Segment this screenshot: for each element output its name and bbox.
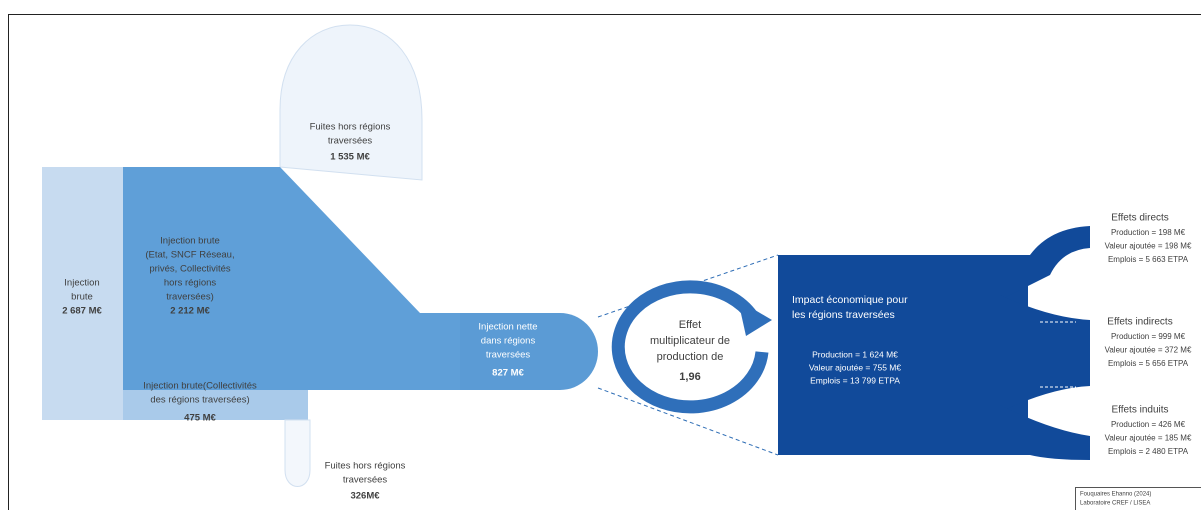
effect-line: Emplois = 5 663 ETPA [1108, 255, 1189, 264]
gross-regional-shape [123, 390, 308, 420]
impact-box [778, 255, 1028, 455]
effect-line: Emplois = 5 656 ETPA [1108, 359, 1189, 368]
leak-bottom-shape [284, 419, 311, 487]
label-line: Injection brute(Collectivités [143, 381, 257, 392]
branch-indirect [1000, 295, 1090, 412]
gross-outside-shape [123, 167, 470, 390]
label-value: 827 M€ [492, 368, 524, 379]
branch-direct [1000, 226, 1090, 300]
label-line: des régions traversées) [150, 395, 249, 406]
effect-line: Production = 426 M€ [1111, 420, 1186, 429]
branch-induced [1000, 405, 1090, 460]
label-line: dans régions [481, 336, 536, 347]
effect-title: Effets directs [1111, 213, 1169, 224]
label-line: Injection nette [478, 322, 537, 333]
impact-line: Production = 1 624 M€ [812, 349, 898, 359]
label-line: multiplicateur de [650, 335, 730, 347]
effect-line: Valeur ajoutée = 185 M€ [1105, 434, 1192, 443]
label-value: 2 212 M€ [170, 306, 210, 317]
label-line: traversées) [166, 292, 214, 303]
label-line: brute [71, 292, 93, 303]
effect-title: Effets indirects [1107, 317, 1172, 328]
impact-line: Emplois = 13 799 ETPA [810, 375, 900, 385]
effect-line: Valeur ajoutée = 372 M€ [1105, 346, 1192, 355]
label-line: traversées [486, 350, 531, 361]
impact-line: Valeur ajoutée = 755 M€ [809, 362, 901, 372]
source-line: Fouquaires Ehanno (2024) [1080, 492, 1151, 498]
label-value: 326M€ [350, 491, 380, 502]
label-value: 2 687 M€ [62, 306, 102, 317]
effect-line: Valeur ajoutée = 198 M€ [1105, 242, 1192, 251]
label-line: Fuites hors régions [310, 122, 391, 133]
label-value: 1,96 [679, 371, 700, 383]
label-value: 475 M€ [184, 413, 216, 424]
impact-title: les régions traversées [792, 309, 895, 321]
effect-line: Production = 999 M€ [1111, 332, 1186, 341]
label-line: Effet [679, 319, 701, 331]
label-line: privés, Collectivités [149, 264, 231, 275]
label-line: Fuites hors régions [325, 461, 406, 472]
effect-line: Emplois = 2 480 ETPA [1108, 447, 1189, 456]
effect-title: Effets induits [1111, 405, 1168, 416]
label-line: hors régions [164, 278, 217, 289]
source-box [1075, 487, 1201, 510]
label-line: traversées [343, 475, 388, 486]
label-line: (Etat, SNCF Réseau, [145, 250, 234, 261]
gross-total-shape [42, 167, 123, 420]
label-value: 1 535 M€ [330, 152, 370, 163]
impact-title: Impact économique pour [792, 294, 908, 306]
label-line: Injection brute [160, 236, 220, 247]
net-injection-shape [460, 313, 598, 390]
effect-line: Production = 198 M€ [1111, 228, 1186, 237]
cycle-arrow [611, 280, 769, 414]
label-line: Injection [64, 278, 99, 289]
label-line: traversées [328, 136, 373, 147]
label-line: production de [657, 351, 724, 363]
leak-top-shape [279, 24, 423, 181]
source-line: Laboratoire CREF / LISEA [1080, 501, 1150, 507]
arrow-head [738, 300, 772, 336]
